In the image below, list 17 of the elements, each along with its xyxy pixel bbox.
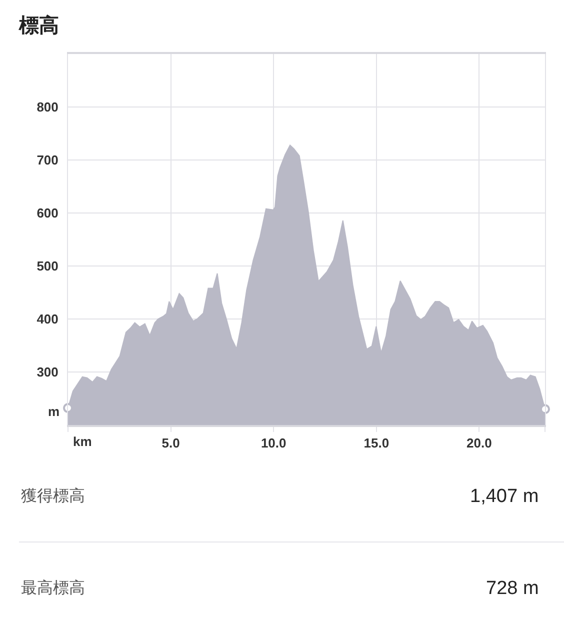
text: 1,407 m — [470, 486, 539, 507]
x-tick-label: 10.0 — [260, 435, 286, 450]
text: 最高標高 — [21, 579, 85, 597]
text: 728 m — [486, 578, 539, 599]
y-tick-label: 800 — [36, 100, 58, 115]
y-tick-label: 300 — [36, 364, 58, 380]
x-tick-label: 20.0 — [466, 435, 492, 450]
y-axis-title: m — [48, 404, 60, 419]
y-tick-label: 600 — [36, 206, 58, 221]
chart-title: 標高 — [18, 14, 59, 37]
x-tick-label: 15.0 — [364, 435, 390, 450]
x-axis-title: km — [73, 434, 92, 449]
text: 獲得標高 — [21, 487, 85, 505]
y-tick-label: 400 — [36, 312, 58, 327]
y-tick-label: 700 — [36, 152, 58, 168]
y-tick-label: 500 — [36, 258, 58, 274]
x-tick-label: 5.0 — [162, 435, 180, 450]
